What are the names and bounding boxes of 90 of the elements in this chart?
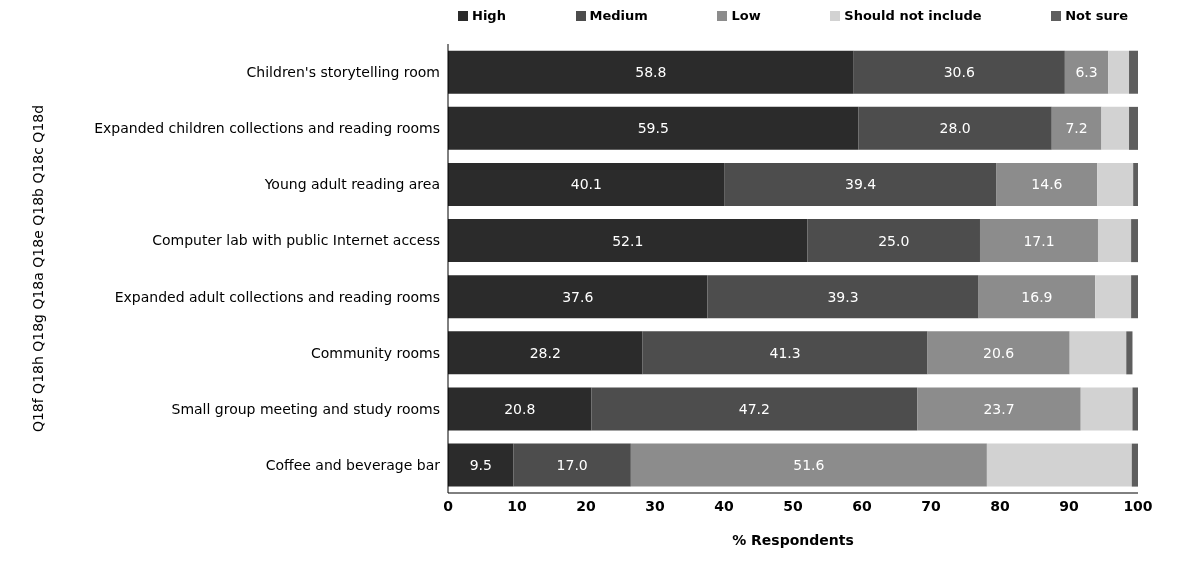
x-tick-label: 20 — [576, 497, 596, 514]
data-label: 6.3 — [1075, 64, 1098, 81]
data-label: 23.7 — [983, 400, 1015, 417]
data-label: 25.0 — [878, 232, 910, 249]
y-tick-label: Coffee and beverage bar — [265, 456, 441, 473]
data-label: 58.8 — [635, 64, 667, 81]
x-axis-title: % Respondents — [732, 532, 854, 548]
bar — [707, 275, 979, 319]
bar — [1129, 50, 1138, 94]
bar — [630, 443, 987, 487]
bar — [1051, 106, 1102, 150]
bar — [1101, 106, 1130, 150]
bar — [1069, 331, 1127, 375]
data-label: 47.2 — [738, 400, 770, 417]
x-tick-label: 80 — [990, 497, 1010, 514]
x-tick-label: 40 — [714, 497, 734, 514]
bar — [1129, 106, 1138, 150]
x-tick-label: 30 — [645, 497, 665, 514]
bar — [927, 331, 1070, 375]
bar — [986, 443, 1132, 487]
bar — [853, 50, 1065, 94]
data-label: 41.3 — [769, 344, 801, 361]
bar — [1080, 387, 1133, 431]
x-tick-label: 90 — [1059, 497, 1079, 514]
bar — [448, 106, 859, 150]
bar — [1064, 50, 1109, 94]
y-tick-label: Small group meeting and study rooms — [171, 400, 440, 417]
bar — [448, 162, 725, 206]
data-label: 7.2 — [1065, 120, 1088, 137]
y-tick-label: Community rooms — [311, 344, 440, 361]
x-tick-label: 0 — [443, 497, 454, 514]
bar — [1131, 219, 1138, 263]
data-label: 20.6 — [983, 344, 1015, 361]
bar — [448, 219, 808, 263]
data-label: 40.1 — [570, 176, 602, 193]
x-tick-label: 10 — [507, 497, 527, 514]
bar — [448, 275, 708, 319]
y-axis-title: Q18f Q18h Q18g Q18a Q18e Q18b Q18c Q18d — [29, 104, 46, 433]
bar — [591, 387, 918, 431]
legend-label: Medium — [589, 8, 648, 23]
bar — [917, 387, 1081, 431]
data-label: 51.6 — [793, 457, 825, 474]
bar — [978, 275, 1096, 319]
legend-label: Not sure — [1065, 8, 1128, 23]
data-label: 39.3 — [827, 288, 859, 305]
data-label: 30.6 — [943, 64, 975, 81]
data-label: 16.9 — [1021, 288, 1053, 305]
bar — [1108, 50, 1130, 94]
bar — [858, 106, 1052, 150]
y-tick-label: Expanded children collections and reading rooms — [94, 120, 440, 137]
bar — [1097, 219, 1132, 263]
data-label: 28.2 — [529, 344, 561, 361]
data-label: 20.8 — [504, 400, 536, 417]
data-label: 52.1 — [612, 232, 644, 249]
x-tick-label: 50 — [783, 497, 803, 514]
data-label: 39.4 — [845, 176, 877, 193]
bar — [448, 50, 854, 94]
data-label: 14.6 — [1031, 176, 1063, 193]
x-tick-label: 70 — [921, 497, 941, 514]
data-label: 9.5 — [469, 457, 492, 474]
data-label: 17.1 — [1023, 232, 1055, 249]
data-label: 59.5 — [637, 120, 669, 137]
bar — [1131, 443, 1138, 487]
legend-label: Should not include — [844, 8, 982, 23]
bar — [448, 331, 643, 375]
x-tick-label: 100 — [1123, 497, 1153, 514]
legend-label: Low — [731, 8, 761, 23]
bar — [724, 162, 997, 206]
y-tick-label: Children's storytelling room — [246, 64, 440, 81]
bar — [1126, 331, 1133, 375]
x-tick-label: 60 — [852, 497, 872, 514]
bar — [996, 162, 1098, 206]
bar — [513, 443, 631, 487]
bar — [1132, 387, 1138, 431]
data-label: 37.6 — [562, 288, 594, 305]
y-tick-label: Expanded adult collections and reading rooms — [114, 288, 440, 305]
bar — [642, 331, 928, 375]
bar — [1133, 162, 1138, 206]
bar — [448, 443, 514, 487]
bar — [807, 219, 980, 263]
data-label: 17.0 — [556, 457, 588, 474]
y-tick-label: Computer lab with public Internet access — [152, 232, 440, 249]
legend-label: High — [472, 8, 506, 23]
bar — [1095, 275, 1132, 319]
bar — [979, 219, 1098, 263]
bar — [1131, 275, 1138, 319]
y-tick-label: Young adult reading area — [263, 176, 440, 193]
data-label: 28.0 — [939, 120, 971, 137]
bar — [448, 387, 592, 431]
bar — [1097, 162, 1134, 206]
